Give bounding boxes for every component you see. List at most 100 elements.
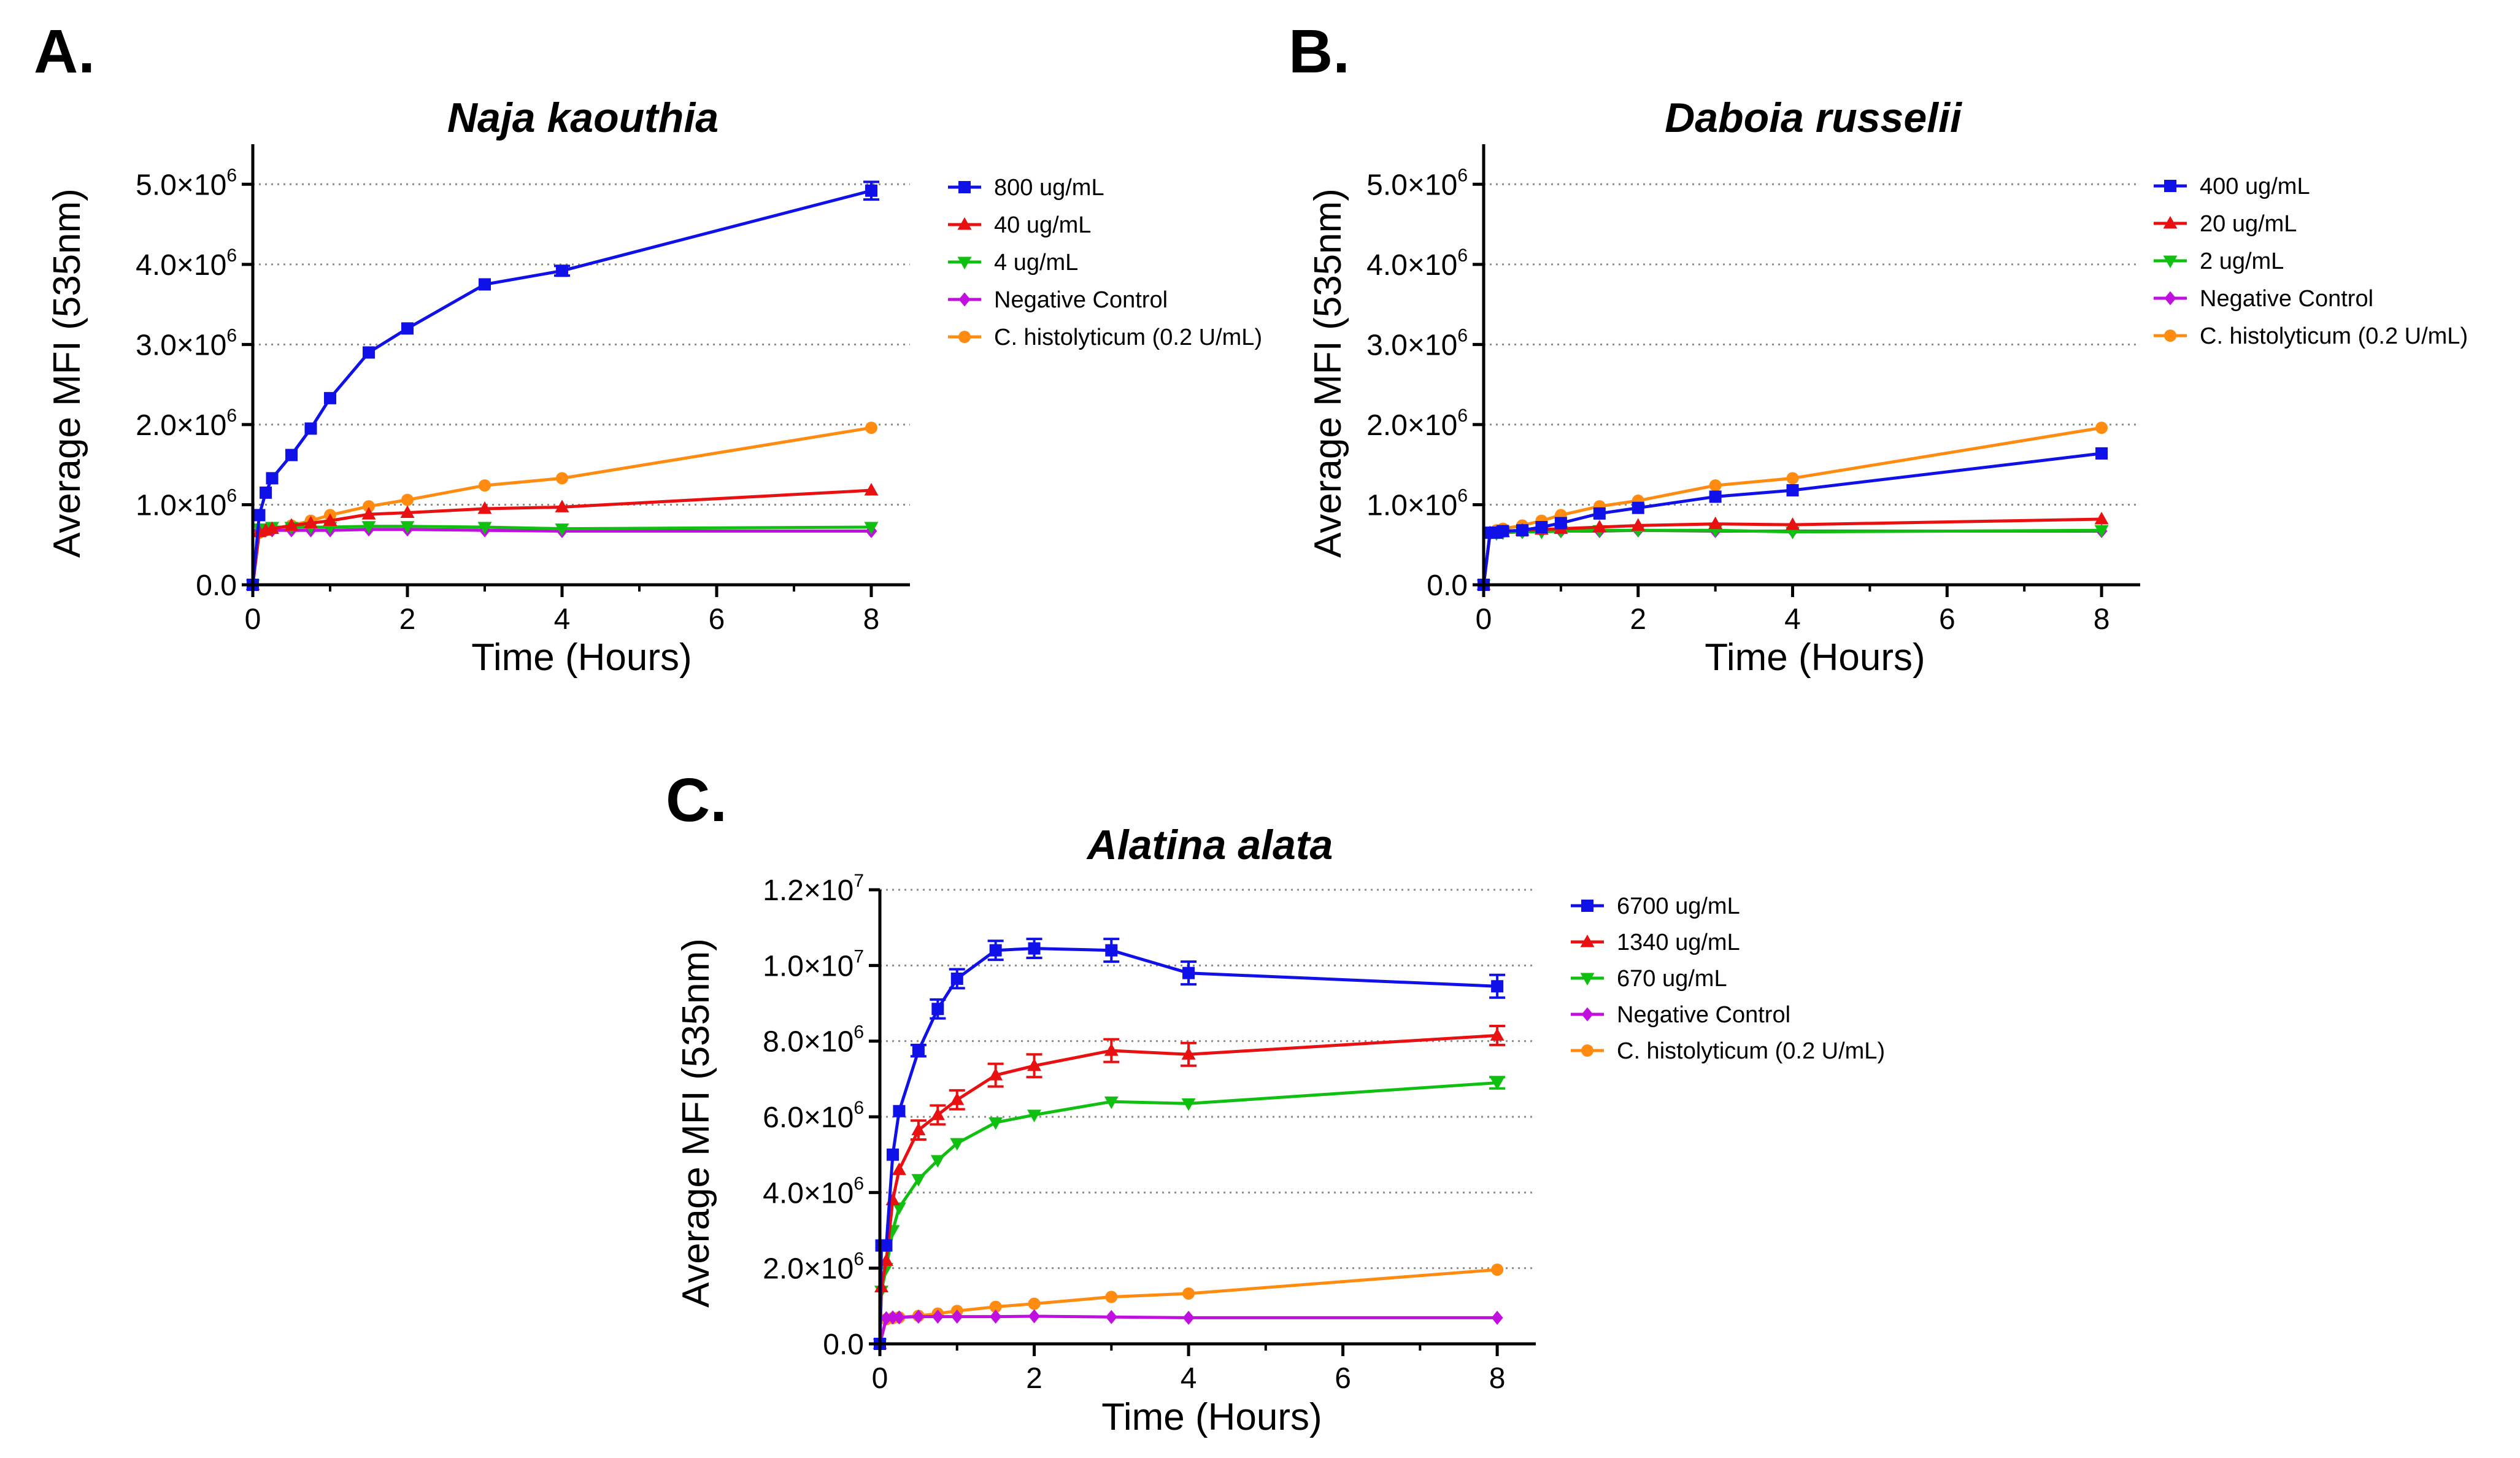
data-point-a-1 (400, 505, 415, 519)
data-point-b-0 (1535, 521, 1548, 534)
x-tick-label-a: 2 (399, 603, 416, 636)
legend-item-b-4: C. histolyticum (0.2 U/mL) (2154, 323, 2468, 349)
x-tick-label-a: 6 (709, 603, 725, 636)
y-tick-label-a: 2.0×106 (136, 406, 237, 442)
panel-letter-b: B. (1289, 17, 1350, 86)
chart-panel-a: A. Naja kaouthia Average MFI (535nm) Tim… (34, 17, 1262, 679)
y-tick-label-b: 0.0 (1427, 569, 1468, 602)
data-point-a-4 (479, 479, 491, 492)
data-point-c-2 (1490, 1078, 1505, 1090)
data-point-c-3 (1105, 1310, 1117, 1324)
x-tick-label-c: 6 (1335, 1362, 1351, 1395)
legend-item-c-3: Negative Control (1571, 1002, 1790, 1028)
legend-c: 6700 ug/mL 1340 ug/mL 670 ug/mL Negative Co… (1571, 893, 1885, 1064)
data-point-b-0 (2095, 447, 2108, 460)
data-point-a-0 (324, 392, 336, 404)
data-point-c-3 (880, 1311, 892, 1325)
series-line-b-4 (1482, 426, 2102, 585)
legend-marker-b (2164, 291, 2176, 306)
data-point-b-0 (1554, 517, 1567, 530)
data-point-c-3 (1182, 1310, 1195, 1325)
legend-label-b: 20 ug/mL (2200, 211, 2297, 237)
legend-item-c-4: C. histolyticum (0.2 U/mL) (1571, 1038, 1885, 1064)
data-point-b-1 (1708, 516, 1723, 530)
data-point-a-2 (555, 523, 569, 536)
legend-marker-a (958, 292, 971, 307)
data-point-a-0 (865, 184, 877, 197)
data-point-c-0 (1491, 980, 1504, 993)
legend-marker-b (2163, 216, 2178, 229)
data-point-a-4 (401, 493, 414, 506)
data-point-c-2 (1027, 1109, 1042, 1122)
x-tick-label-c: 0 (872, 1362, 888, 1395)
grid-a (253, 183, 910, 506)
data-point-a-1 (304, 515, 318, 528)
data-point-c-0 (931, 1003, 944, 1016)
axes-b: 0.0 1.0×106 2.0×106 3.0×106 4.0×106 5.0×106 0 2… (1366, 144, 2140, 636)
data-point-a-2 (400, 521, 415, 534)
data-point-a-0 (479, 278, 491, 291)
x-tick-label-b: 0 (1476, 603, 1492, 636)
x-axis-label-c: Time (Hours) (1101, 1396, 1322, 1438)
data-point-a-2 (864, 522, 879, 535)
legend-label-c: C. histolyticum (0.2 U/mL) (1617, 1038, 1885, 1064)
data-point-a-1 (864, 482, 879, 496)
legend-item-c-1: 1340 ug/mL (1571, 930, 1740, 955)
data-point-a-0 (285, 449, 298, 461)
x-tick-label-c: 2 (1026, 1362, 1042, 1395)
legend-marker-c (1581, 1044, 1593, 1057)
legend-item-a-0: 800 ug/mL (948, 175, 1104, 201)
legend-item-a-4: C. histolyticum (0.2 U/mL) (948, 325, 1262, 350)
axes-a: 0.0 1.0×106 2.0×106 3.0×106 4.0×106 5.0×106 0 2… (136, 144, 910, 636)
data-point-c-1 (1104, 1043, 1119, 1056)
data-point-c-1 (988, 1068, 1003, 1081)
data-point-c-1 (930, 1107, 945, 1120)
legend-marker-c (1580, 973, 1595, 986)
grid-c (880, 889, 1536, 1270)
data-point-c-1 (1181, 1047, 1196, 1060)
y-tick-label-c: 1.2×107 (763, 871, 864, 907)
x-tick-label-c: 4 (1181, 1362, 1197, 1395)
legend-item-a-2: 4 ug/mL (948, 250, 1078, 276)
data-point-b-1 (1631, 518, 1646, 531)
data-point-c-2 (930, 1155, 945, 1168)
y-tick-label-a: 1.0×106 (136, 485, 237, 522)
y-tick-label-c: 6.0×106 (763, 1098, 864, 1134)
legend-marker-c (1580, 935, 1595, 947)
series-a (245, 180, 879, 592)
legend-label-a: 40 ug/mL (994, 212, 1091, 238)
x-tick-label-b: 6 (1939, 603, 1956, 636)
data-point-c-0 (1028, 942, 1041, 955)
data-point-a-0 (401, 322, 414, 335)
x-tick-label-b: 4 (1784, 603, 1801, 636)
data-point-b-0 (1593, 507, 1606, 520)
legend-marker-a (957, 217, 972, 230)
data-point-c-2 (892, 1202, 906, 1215)
panel-letter-c: C. (666, 766, 727, 835)
data-point-c-0 (893, 1105, 906, 1117)
data-point-a-0 (266, 472, 279, 485)
chart-panel-c: C. Alatina alata Average MFI (535nm) Tim… (666, 766, 1885, 1438)
data-point-c-3 (1491, 1310, 1503, 1325)
chart-title-b: Daboia russelii (1665, 94, 1963, 141)
data-point-a-2 (477, 522, 492, 535)
data-point-c-1 (1490, 1028, 1505, 1041)
data-point-a-4 (865, 422, 877, 434)
data-point-c-1 (1027, 1058, 1042, 1071)
y-tick-label-c: 4.0×106 (763, 1173, 864, 1209)
data-point-c-2 (1181, 1098, 1196, 1111)
x-tick-label-a: 4 (554, 603, 571, 636)
data-point-b-4 (1786, 472, 1799, 485)
data-point-a-4 (556, 472, 568, 485)
chart-title-c: Alatina alata (1086, 822, 1333, 868)
y-tick-label-c: 0.0 (823, 1329, 864, 1361)
data-point-c-3 (912, 1310, 925, 1324)
data-point-a-1 (323, 513, 337, 526)
data-point-c-3 (990, 1310, 1002, 1324)
data-point-a-0 (363, 346, 375, 359)
legend-marker-c (1581, 900, 1593, 912)
data-point-c-0 (912, 1044, 925, 1057)
x-tick-label-a: 8 (863, 603, 880, 636)
legend-label-b: 2 ug/mL (2200, 249, 2284, 274)
